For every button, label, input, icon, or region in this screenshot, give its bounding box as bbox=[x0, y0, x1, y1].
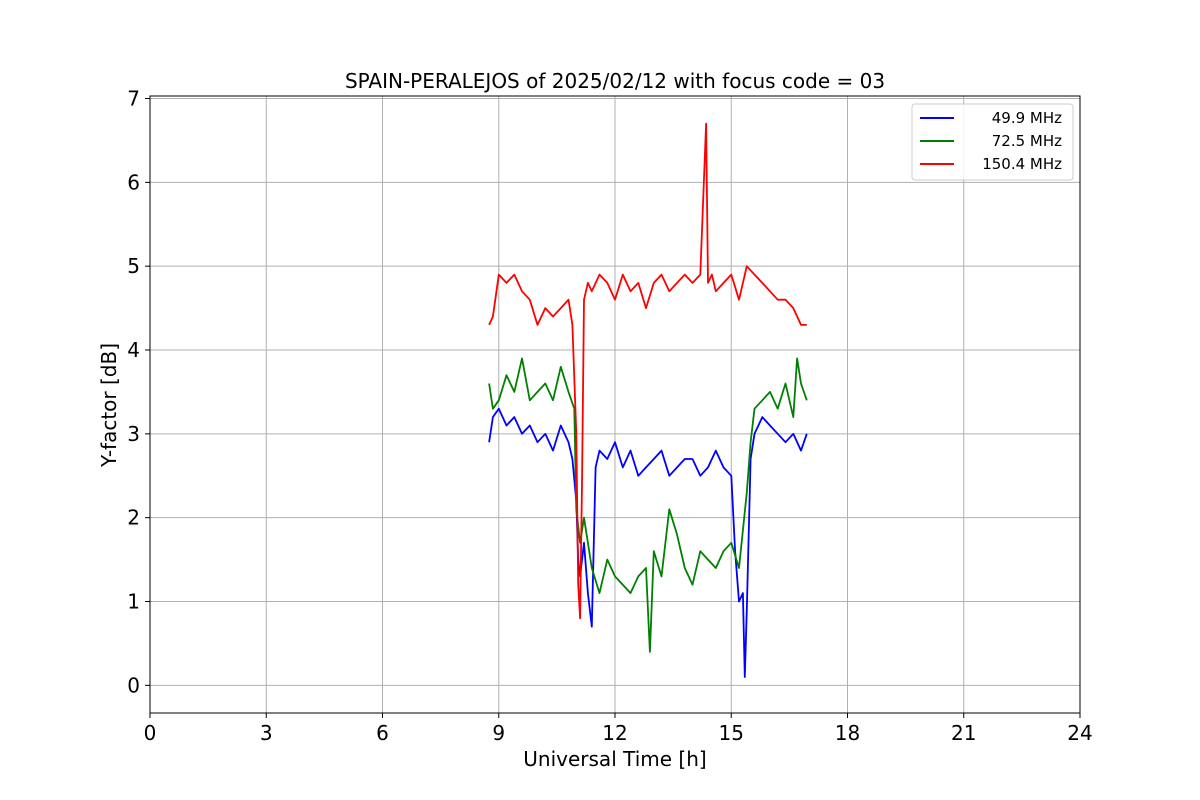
y-axis: 0 1 2 3 4 5 6 7 bbox=[127, 87, 150, 697]
x-tick-label: 21 bbox=[951, 721, 976, 745]
x-tick-label: 6 bbox=[376, 721, 389, 745]
legend-label: 49.9 MHz bbox=[992, 109, 1062, 127]
series-line-1 bbox=[488, 357, 808, 653]
x-tick-label: 12 bbox=[602, 721, 627, 745]
x-tick-label: 3 bbox=[260, 721, 273, 745]
y-tick-label: 6 bbox=[127, 170, 140, 194]
x-axis: 0 3 6 9 12 15 18 21 24 bbox=[144, 713, 1093, 745]
series-layer bbox=[488, 122, 808, 678]
y-tick-label: 5 bbox=[127, 254, 140, 278]
chart-title: SPAIN-PERALEJOS of 2025/02/12 with focus… bbox=[345, 69, 885, 93]
series-line-2 bbox=[488, 122, 807, 620]
y-tick-label: 0 bbox=[127, 673, 140, 697]
y-tick-label: 2 bbox=[127, 506, 140, 530]
x-tick-label: 0 bbox=[144, 721, 157, 745]
x-axis-title: Universal Time [h] bbox=[523, 747, 706, 771]
x-tick-label: 15 bbox=[719, 721, 744, 745]
legend-label: 150.4 MHz bbox=[982, 155, 1062, 173]
y-tick-label: 3 bbox=[127, 422, 140, 446]
x-tick-label: 18 bbox=[835, 721, 860, 745]
y-tick-label: 1 bbox=[127, 590, 140, 614]
y-tick-label: 4 bbox=[127, 338, 140, 362]
series-line-0 bbox=[488, 407, 808, 678]
x-tick-label: 9 bbox=[492, 721, 505, 745]
x-tick-label: 24 bbox=[1067, 721, 1092, 745]
legend-box bbox=[911, 103, 1074, 181]
y-tick-label: 7 bbox=[127, 87, 140, 111]
legend-label: 72.5 MHz bbox=[992, 132, 1062, 150]
y-axis-title: Y-factor [dB] bbox=[97, 343, 121, 468]
legend: 49.9 MHz 72.5 MHz 150.4 MHz bbox=[911, 103, 1074, 181]
